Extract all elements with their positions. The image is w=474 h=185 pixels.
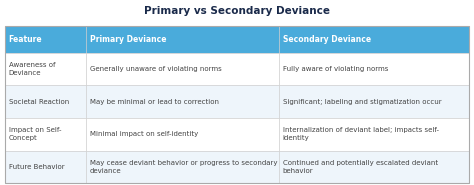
Bar <box>86 53 279 85</box>
Bar <box>5 151 86 183</box>
Text: Secondary Deviance: Secondary Deviance <box>283 35 371 44</box>
Bar <box>279 26 469 53</box>
Bar <box>279 151 469 183</box>
Text: Fully aware of violating norms: Fully aware of violating norms <box>283 66 388 72</box>
Bar <box>279 53 469 85</box>
Bar <box>86 151 279 183</box>
Text: Primary Deviance: Primary Deviance <box>90 35 166 44</box>
Text: Minimal impact on self-identity: Minimal impact on self-identity <box>90 131 198 137</box>
Text: May cease deviant behavior or progress to secondary
deviance: May cease deviant behavior or progress t… <box>90 160 277 174</box>
Text: Generally unaware of violating norms: Generally unaware of violating norms <box>90 66 221 72</box>
Bar <box>86 85 279 118</box>
Text: Feature: Feature <box>9 35 42 44</box>
Bar <box>5 85 86 118</box>
Text: Societal Reaction: Societal Reaction <box>9 99 69 105</box>
Text: May be minimal or lead to correction: May be minimal or lead to correction <box>90 99 219 105</box>
Bar <box>5 53 86 85</box>
Text: Future Behavior: Future Behavior <box>9 164 64 170</box>
Bar <box>279 118 469 151</box>
Text: Awareness of
Deviance: Awareness of Deviance <box>9 62 55 76</box>
Bar <box>5 26 86 53</box>
Bar <box>5 26 469 183</box>
Bar <box>86 26 279 53</box>
Text: Impact on Self-
Concept: Impact on Self- Concept <box>9 127 61 141</box>
Text: Significant; labeling and stigmatization occur: Significant; labeling and stigmatization… <box>283 99 441 105</box>
Bar <box>86 118 279 151</box>
Text: Internalization of deviant label; impacts self-
identity: Internalization of deviant label; impact… <box>283 127 438 141</box>
Text: Continued and potentially escalated deviant
behavior: Continued and potentially escalated devi… <box>283 160 438 174</box>
Bar <box>279 85 469 118</box>
Bar <box>5 118 86 151</box>
Text: Primary vs Secondary Deviance: Primary vs Secondary Deviance <box>144 6 330 16</box>
